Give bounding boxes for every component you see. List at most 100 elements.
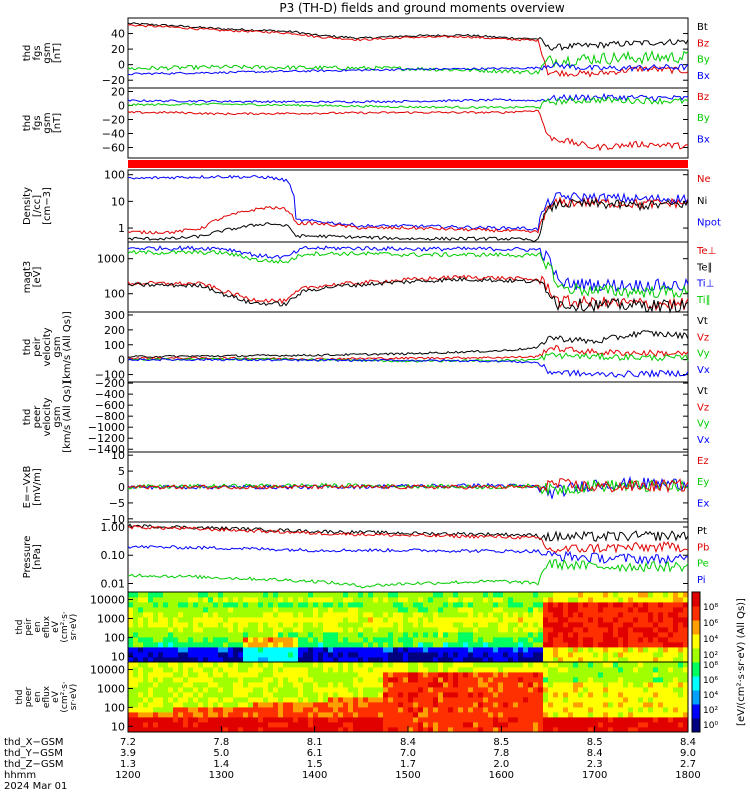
panel-6: 10 5 0 −5 −10 E=−VxB [mV/m] Ez Ey Ex	[22, 449, 709, 526]
x-tick-label: 1700	[582, 770, 607, 781]
x-tick-label: 5.0	[213, 748, 229, 759]
y-tick-label: −60	[102, 142, 125, 155]
panel-frame	[127, 311, 689, 383]
y-tick-label: −1200	[88, 432, 125, 445]
x-tick-label: 3.9	[120, 748, 136, 759]
x-tick-label: 1.5	[307, 759, 323, 770]
legend-entry: Vy	[697, 419, 710, 430]
legend-entry: Vx	[697, 435, 710, 446]
y-tick-label: 0	[118, 100, 125, 113]
y-tick-label: −10	[102, 513, 125, 526]
panel-3: 1000 100 magt3 [eV] Te⊥ Te∥ Ti⊥ Ti∥	[22, 241, 716, 314]
series-line	[127, 196, 689, 235]
legend-entry: Vt	[697, 316, 708, 327]
series-line	[127, 92, 689, 104]
colorbar-tick: 10⁶	[703, 676, 718, 686]
legend-entry: Npot	[697, 218, 721, 229]
legend-entry: Ex	[697, 498, 709, 509]
colorbar-tick: 10⁶	[703, 619, 718, 629]
panel-frame	[127, 521, 689, 593]
y-axis-label: en	[33, 621, 43, 632]
panel-frame	[127, 169, 689, 243]
colorbar-tick: 10⁴	[703, 635, 718, 645]
x-tick-label: 8.4	[680, 737, 696, 748]
panel-0: 40 20 0 −20 thd fgs gsm [nT] Bt Bz By Bx	[22, 17, 710, 89]
y-axis-label: sr·eV)	[69, 614, 79, 640]
y-tick-label: 20	[111, 43, 125, 56]
legend-entry: Bx	[697, 71, 710, 82]
colorbar-tick: 10²	[703, 651, 718, 661]
y-tick-label: 200	[104, 324, 125, 337]
y-axis-label: peer	[24, 686, 34, 707]
x-tick-label: 1800	[675, 770, 700, 781]
series-line	[127, 245, 689, 292]
colorbar-label: [eV/(cm²·s·sr·eV) (All Qs)]	[736, 598, 747, 726]
legend-entry: Bx	[697, 134, 710, 145]
y-tick-label: 0.10	[101, 549, 126, 562]
series-line	[127, 274, 689, 312]
legend-entry: Bt	[697, 22, 708, 33]
legend-entry: By	[697, 55, 710, 66]
y-axis-label: [nT]	[52, 43, 63, 63]
y-axis-label: Pressure	[22, 536, 33, 579]
series-line	[127, 358, 689, 378]
y-axis-label: gsm	[42, 42, 53, 63]
y-tick-label: 10	[111, 720, 125, 733]
y-axis-label: en	[33, 691, 43, 702]
panel-frame	[127, 381, 689, 453]
x-axis-row-label: thd_Z−GSM	[4, 759, 64, 770]
panel-frame	[127, 87, 689, 159]
y-axis-label: [eV]	[32, 267, 43, 288]
y-axis-label: velocity	[42, 397, 53, 436]
legend-entry: Bz	[697, 92, 709, 103]
colorbar-tick: 10⁰	[703, 721, 718, 731]
y-axis-label: thd	[15, 620, 25, 635]
x-tick-label: 2.3	[587, 759, 603, 770]
y-axis-label: eV	[51, 620, 61, 633]
legend-entry: Ey	[697, 477, 709, 488]
y-tick-label: 100	[104, 169, 125, 182]
x-tick-label: 6.1	[307, 748, 323, 759]
series-line	[127, 276, 689, 314]
legend-entry: Vz	[697, 402, 709, 413]
colorbar-tick: 10⁸	[703, 603, 718, 613]
data-quality-bar	[128, 160, 688, 168]
x-tick-label: 7.8	[493, 748, 509, 759]
legend-entry: Pi	[697, 575, 706, 586]
y-tick-label: 10	[111, 650, 125, 663]
y-axis-label: eV	[51, 690, 61, 703]
legend-entry: By	[697, 113, 710, 124]
legend-entry: Pe	[697, 559, 709, 570]
legend-entry: Vx	[697, 365, 710, 376]
x-tick-label: 1200	[115, 770, 140, 781]
y-tick-label: 1000	[97, 612, 125, 625]
legend-entry: Vz	[697, 332, 709, 343]
x-tick-label: 8.1	[307, 737, 323, 748]
y-axis-label: thd	[22, 409, 33, 426]
x-tick-label: 2.7	[680, 759, 696, 770]
y-tick-label: 1000	[97, 682, 125, 695]
y-tick-label: −40	[102, 128, 125, 141]
y-axis-label: (cm²·s·	[60, 611, 70, 642]
series-line	[127, 478, 689, 494]
y-tick-label: −200	[95, 377, 125, 390]
series-line	[127, 24, 689, 78]
panel-7: 1.00 0.10 0.01 Pressure [nPa] Pt Pb Pe Pi	[22, 521, 709, 593]
x-tick-label: 8.4	[587, 748, 603, 759]
y-tick-label: 10	[111, 195, 125, 208]
y-tick-label: 300	[104, 309, 125, 322]
legend-entry: Te⊥	[696, 246, 716, 257]
spectrogram-1: 10000 1000 100 10 thd peer en eflux eV (cm²·s· sr·…	[15, 661, 689, 733]
y-axis-label: [mV/m]	[32, 468, 43, 506]
series-line	[127, 524, 689, 555]
panel-2: 100 10 1 Density [/cc] [cm−3] Ne Ni Npot	[22, 169, 721, 243]
y-axis-label: gsm	[52, 336, 63, 357]
legend-entry: Te∥	[696, 262, 713, 273]
colorbar: 10⁸10⁶10⁴10²10⁸10⁶10⁴10²10⁰[eV/(cm²·s·sr…	[691, 591, 747, 733]
figure-title: P3 (TH-D) fields and ground moments over…	[279, 1, 564, 15]
colorbar-tick: 10²	[703, 706, 718, 716]
series-line	[127, 544, 689, 566]
series-line	[127, 96, 689, 110]
y-tick-label: 100	[104, 631, 125, 644]
